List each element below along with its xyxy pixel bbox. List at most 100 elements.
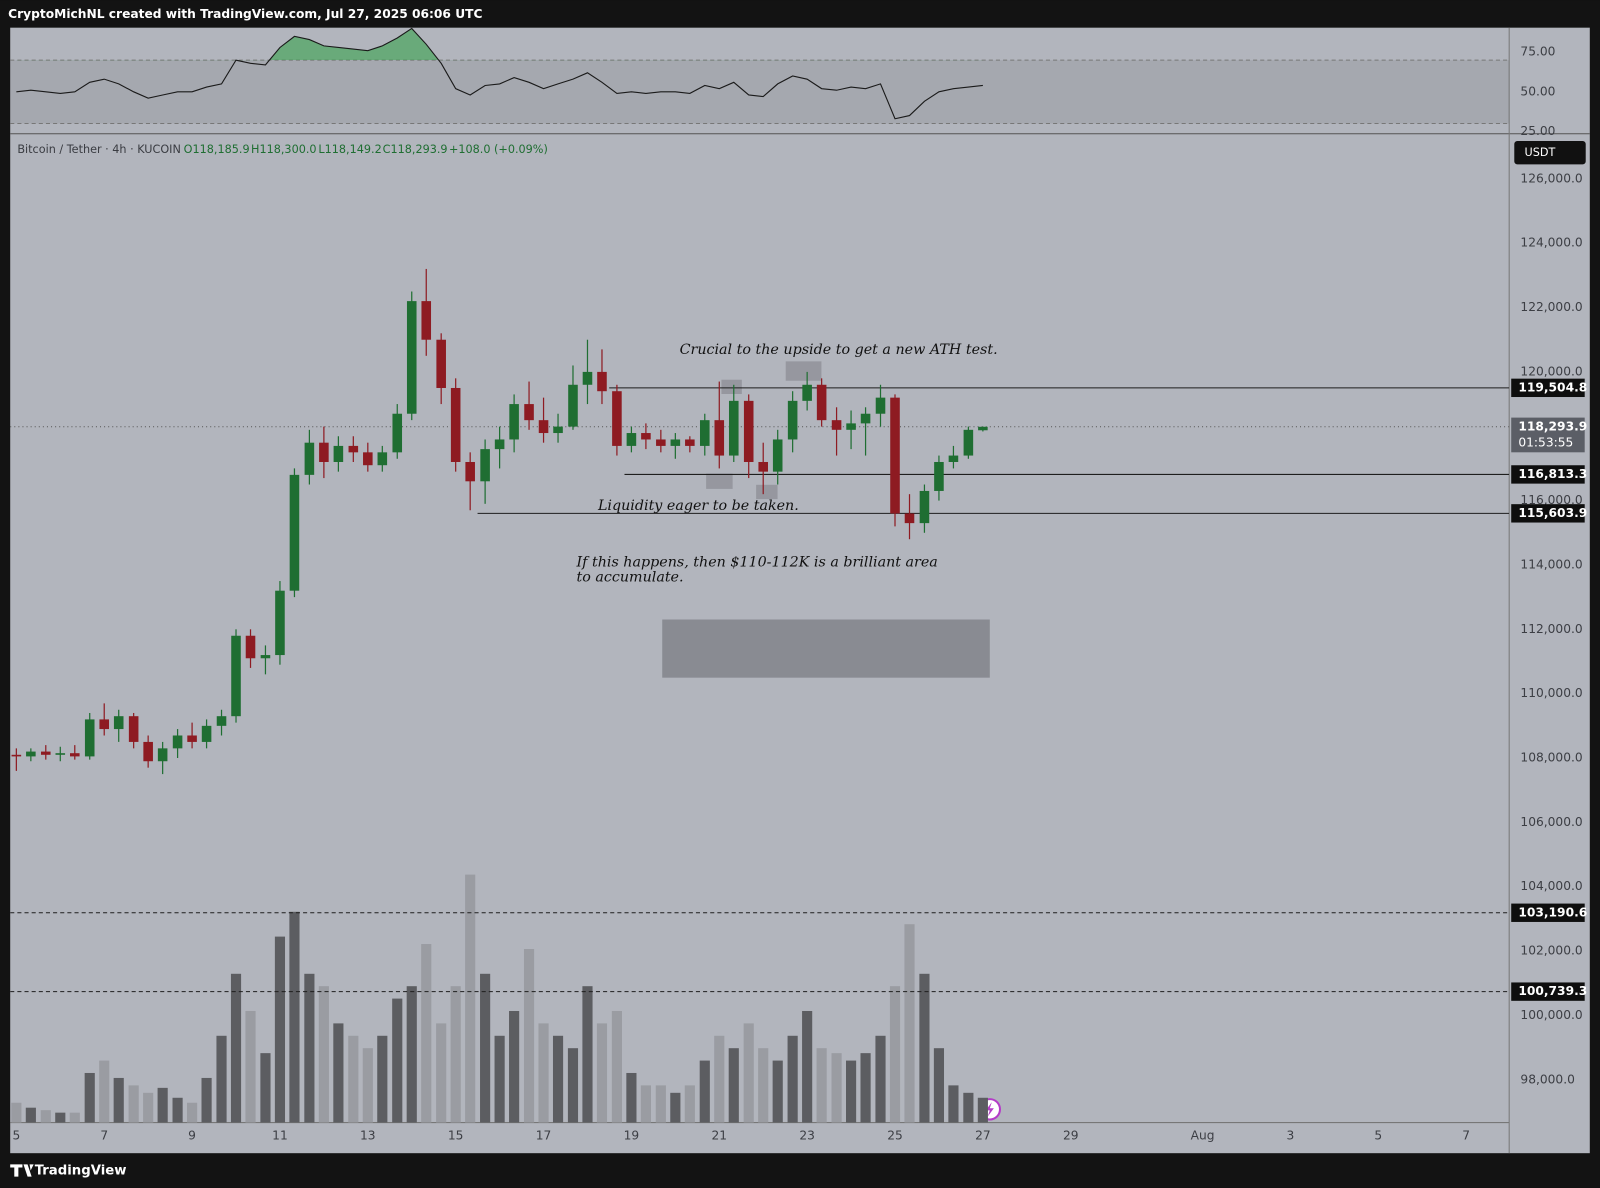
volume-bar — [802, 1010, 813, 1123]
annotation: If this happens, then $110-112K is a bri… — [576, 554, 938, 570]
volume-bar — [772, 1060, 783, 1123]
volume-bar — [450, 986, 461, 1123]
candle-body — [714, 420, 725, 456]
volume-bar — [509, 1010, 520, 1123]
volume-bar — [99, 1060, 110, 1123]
x-tick-label: 25 — [887, 1128, 903, 1142]
volume-bar — [875, 1035, 886, 1123]
y-tick-label: 98,000.0 — [1520, 1072, 1574, 1086]
volume-bar — [523, 949, 535, 1123]
footer-logo[interactable] — [10, 1164, 34, 1177]
candle-body — [392, 413, 403, 453]
highlight-box — [756, 484, 778, 500]
candle-body — [758, 461, 768, 472]
candle-body — [787, 400, 798, 440]
level-label-box — [1511, 465, 1585, 484]
x-tick-label: 5 — [12, 1128, 20, 1142]
candle-body — [948, 455, 959, 462]
chart-background — [10, 27, 1590, 1154]
last-price-box — [1511, 417, 1585, 453]
legend-open: O118,185.9 — [184, 143, 250, 156]
candle-body — [436, 339, 446, 388]
candle-body — [377, 452, 388, 466]
y-tick-label: 126,000.0 — [1520, 171, 1582, 185]
volume-bar — [230, 973, 242, 1123]
volume-bar — [655, 1085, 666, 1123]
volume-bar — [362, 1048, 373, 1123]
legend-change: +108.0 (+0.09%) — [449, 143, 548, 156]
volume-bar — [421, 944, 432, 1123]
candle-body — [319, 442, 329, 462]
candle-body — [860, 413, 871, 424]
volume-bar — [245, 1010, 256, 1123]
volume-bar — [567, 1048, 579, 1123]
countdown-label: 01:53:55 — [1518, 436, 1573, 450]
candle-body — [143, 741, 153, 762]
y-tick-label: 124,000.0 — [1520, 236, 1582, 250]
volume-bar — [25, 1107, 36, 1123]
candle-body — [187, 735, 197, 742]
volume-bar — [436, 1023, 447, 1123]
y-tick-label: 108,000.0 — [1520, 751, 1582, 765]
candle-body — [670, 439, 681, 446]
x-tick-label: 13 — [360, 1128, 376, 1142]
volume-bar — [406, 986, 417, 1123]
volume-bar — [596, 1023, 608, 1123]
candle-body — [816, 384, 827, 421]
candle-body — [846, 423, 856, 430]
volume-bar — [552, 1035, 564, 1123]
candle-body — [582, 371, 593, 385]
volume-bar — [172, 1097, 183, 1123]
volume-bar — [670, 1092, 681, 1123]
candle-body — [963, 429, 974, 456]
candle-body — [406, 301, 417, 414]
candle-body — [172, 735, 183, 749]
volume-bar — [216, 1035, 227, 1123]
volume-bar — [714, 1035, 725, 1123]
volume-bar — [84, 1072, 95, 1123]
volume-bar — [289, 911, 300, 1123]
candle-body — [41, 751, 51, 755]
volume-bar — [816, 1048, 827, 1123]
x-tick-label: 19 — [624, 1128, 640, 1142]
rsi-tick-label: 75.00 — [1520, 45, 1555, 59]
volume-bar — [626, 1072, 637, 1123]
candle-body — [260, 655, 271, 659]
candle-body — [113, 716, 124, 730]
volume-bar — [274, 936, 286, 1123]
x-tick-label: 7 — [1462, 1128, 1470, 1142]
annotation: Liquidity eager to be taken. — [597, 498, 799, 514]
currency-badge[interactable] — [1514, 140, 1586, 165]
candle-body — [128, 716, 139, 742]
volume-bar — [963, 1092, 974, 1123]
volume-bar — [787, 1035, 798, 1123]
candle-body — [538, 420, 549, 434]
candle-body — [934, 461, 944, 491]
volume-bar — [304, 973, 315, 1123]
candle-body — [363, 452, 373, 466]
candle-body — [55, 753, 66, 755]
candle-body — [641, 433, 651, 440]
volume-bar — [465, 874, 476, 1123]
volume-bar — [758, 1048, 769, 1123]
candle-body — [626, 433, 637, 446]
volume-bar — [333, 1023, 344, 1123]
footer-brand[interactable]: TradingView — [35, 1164, 127, 1179]
currency-label[interactable]: USDT — [1524, 146, 1555, 159]
candle-body — [201, 725, 212, 742]
legend-low: L118,149.2 — [318, 143, 381, 156]
volume-bar — [728, 1048, 739, 1123]
candle-body — [70, 753, 80, 757]
x-tick-label: 5 — [1374, 1128, 1382, 1142]
volume-bar — [377, 1035, 388, 1123]
rsi-tick-label: 50.00 — [1520, 84, 1555, 98]
candle-body — [509, 404, 519, 440]
volume-bar — [143, 1092, 154, 1123]
candle-body — [494, 439, 505, 450]
alert-bolt[interactable] — [985, 1102, 994, 1117]
candle-body — [919, 490, 930, 524]
y-tick-label: 100,000.0 — [1520, 1008, 1582, 1022]
candle-body — [465, 461, 475, 482]
